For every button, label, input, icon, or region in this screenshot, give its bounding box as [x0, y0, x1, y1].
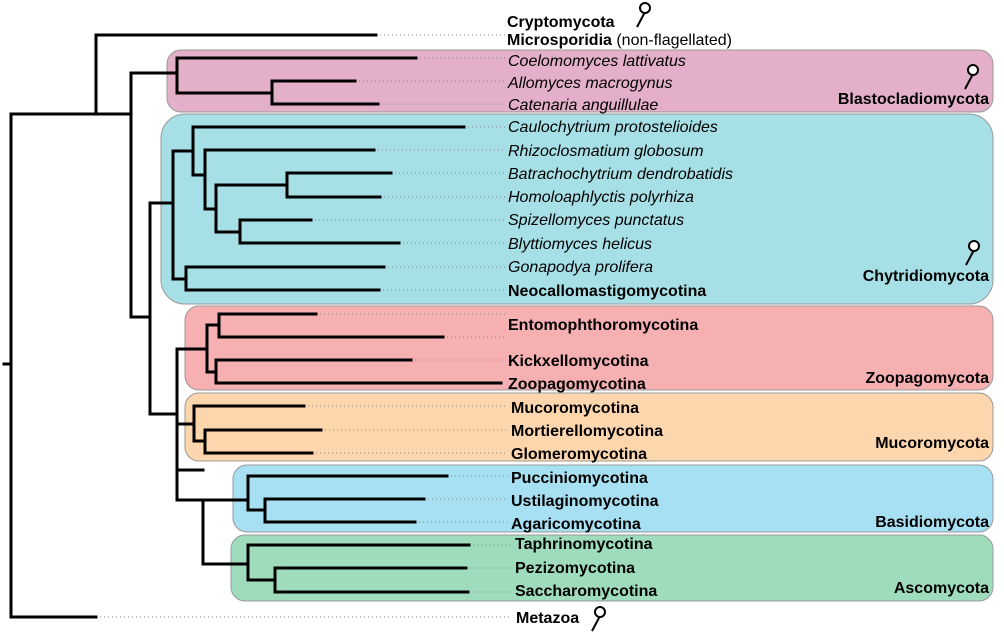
taxon-label-spizellomyces: Spizellomyces punctatus	[508, 212, 684, 229]
leader-lines	[96, 34, 512, 618]
tree-branches	[2, 33, 503, 619]
taxon-label-cryptomycota: Cryptomycota	[507, 14, 615, 31]
batrachochytrium-homoloaphlyctis-node	[285, 171, 393, 199]
dikarya-node	[201, 498, 250, 566]
allomyces-catenaria-node	[270, 79, 380, 106]
flagellum-markers	[591, 2, 980, 632]
flagellum-icon	[591, 606, 606, 632]
clade-label-zoopagomycota: Zoopagomycota	[865, 370, 989, 387]
clade-box-ascomycota	[230, 534, 994, 602]
chytrid-inner-node	[191, 125, 466, 177]
taxon-label-blyttiomyces: Blyttiomyces helicus	[508, 236, 652, 253]
root-node	[9, 112, 98, 619]
chytrid-inner-node	[203, 148, 376, 211]
taxon-label-gonapodya: Gonapodya prolifera	[508, 259, 653, 276]
flagellum-icon	[636, 2, 651, 28]
ustilago-agarico-node	[263, 497, 426, 524]
taxon-label-zoopagomycotina: Zoopagomycotina	[508, 376, 646, 393]
clade-box-chytridiomycota	[160, 113, 994, 305]
kickxello-zoopago-node	[214, 358, 503, 385]
taxon-label-taphrinomycotina: Taphrinomycotina	[515, 536, 653, 553]
ascomycota-node	[246, 543, 471, 582]
mucoromycota-node	[192, 404, 306, 443]
taxon-label-batrachochytrium: Batrachochytrium dendrobatidis	[508, 166, 733, 183]
fungi-node	[94, 33, 378, 116]
clade-label-chytridiomycota: Chytridiomycota	[863, 268, 989, 285]
taxon-label-mucoromycotina: Mucoromycotina	[511, 400, 639, 417]
taxon-label-ustilaginomycotina: Ustilaginomycotina	[511, 493, 659, 510]
node-n3	[148, 201, 179, 416]
clade-labels: Blastocladiomycota Chytridiomycota Zoopa…	[838, 91, 989, 597]
mortierello-glomero-node	[203, 428, 323, 455]
clade-boxes	[160, 49, 994, 602]
clade-label-basidiomycota: Basidiomycota	[875, 514, 989, 531]
taxon-label-kickxellomycotina: Kickxellomycotina	[508, 353, 649, 370]
chytridiomycota-node	[171, 149, 195, 281]
clade-box-mucoromycota	[184, 392, 994, 462]
gonapodya-neocallimastigomycotina-node	[184, 265, 386, 292]
clade-label-ascomycota: Ascomycota	[894, 580, 989, 597]
taxon-label-entomophthoromycotina: Entomophthoromycotina	[508, 317, 698, 334]
taxon-label-microsporidia-note: (non-flagellated)	[612, 32, 732, 49]
clade-label-blastocladiomycota: Blastocladiomycota	[838, 91, 989, 108]
taxon-label-microsporidia-group: Microsporidia (non-flagellated)	[507, 32, 732, 49]
entomophthoromycotina-node	[217, 312, 445, 339]
spizellomyces-blyttiomyces-node	[238, 218, 401, 245]
chytrid-inner-node	[214, 183, 289, 234]
taxon-label-rhizoclosmatium: Rhizoclosmatium globosum	[508, 143, 704, 160]
clade-label-mucoromycota: Mucoromycota	[875, 435, 989, 452]
taxon-label-pucciniomycotina: Pucciniomycotina	[511, 470, 648, 487]
taxon-label-microsporidia: Microsporidia	[507, 32, 612, 49]
taxon-label-pezizomycotina: Pezizomycotina	[515, 560, 635, 577]
taxon-label-agaricomycotina: Agaricomycotina	[511, 516, 641, 533]
taxon-label-metazoa: Metazoa	[516, 610, 579, 627]
pezizo-saccharo-node	[273, 566, 470, 594]
taxon-label-glomeromycotina: Glomeromycotina	[511, 446, 647, 463]
basidiomycota-node	[246, 474, 449, 512]
taxon-label-catenaria: Catenaria anguillulae	[508, 97, 658, 114]
node-n2	[129, 71, 179, 319]
taxon-label-allomyces: Allomyces macrogynus	[507, 75, 673, 92]
flagellum-icon	[965, 240, 980, 266]
tip-labels: Cryptomycota Microsporidia (non-flagella…	[507, 14, 733, 627]
taxon-label-saccharomycotina: Saccharomycotina	[515, 583, 657, 600]
taxon-label-coelomomyces: Coelomomyces lattivatus	[508, 53, 686, 70]
taxon-label-mortierellomycotina: Mortierellomycotina	[511, 423, 663, 440]
taxon-label-homoloaphlyctis: Homoloaphlyctis polyrhiza	[508, 189, 694, 206]
taxon-label-neocallimastigomycotina: Neocallomastigomycotina	[508, 283, 706, 300]
taxon-label-caulochytrium: Caulochytrium protostelioides	[508, 119, 718, 136]
node-n5	[175, 422, 205, 502]
blastocladiomycota-node	[175, 56, 418, 95]
flagellum-icon	[964, 64, 979, 90]
clade-box-blastocladiomycota	[166, 49, 994, 113]
